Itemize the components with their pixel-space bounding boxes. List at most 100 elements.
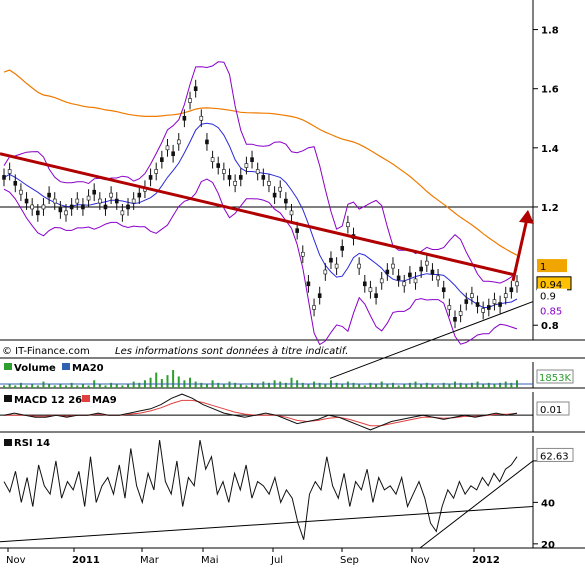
y-tick-label: 1.2	[541, 203, 559, 214]
price-candle-body	[52, 198, 57, 204]
price-candle-body	[340, 246, 345, 251]
price-candle-body	[58, 207, 63, 213]
price-candle-body	[475, 302, 480, 307]
volume-bar	[442, 382, 445, 388]
volume-bar	[499, 382, 502, 388]
volume-bar	[189, 377, 192, 388]
y-tick-label: 1.6	[541, 85, 559, 96]
ma-short-line	[3, 122, 518, 308]
volume-bar	[391, 382, 394, 388]
volume-bar	[470, 382, 473, 388]
price-candle-body	[47, 192, 51, 198]
price-candle-body	[379, 278, 384, 284]
price-candle-body	[470, 293, 474, 298]
price-candle-body	[481, 308, 485, 313]
macd-badge	[536, 401, 570, 416]
price-candle-body	[509, 287, 514, 293]
price-badge-label: 0.85	[540, 306, 562, 317]
volume-bar	[205, 384, 208, 388]
price-candle-body	[503, 293, 508, 298]
legend-swatch	[82, 395, 90, 402]
price-candle-body	[64, 210, 68, 216]
volume-bar	[36, 385, 39, 388]
volume-bar	[453, 381, 456, 388]
x-tick-label: Jul	[270, 555, 283, 566]
price-candle-body	[148, 175, 153, 180]
volume-bar	[375, 384, 378, 388]
volume-bar	[59, 384, 62, 388]
price-badge	[537, 259, 567, 273]
x-tick-label: Sep	[340, 555, 359, 566]
rsi-badge	[536, 447, 574, 462]
price-candle-body	[374, 293, 378, 298]
volume-bar	[104, 385, 107, 388]
volume-bar	[459, 382, 462, 388]
volume-bar	[476, 381, 479, 388]
volume-bar	[482, 384, 485, 388]
volume-bar	[504, 381, 507, 388]
price-candle-body	[36, 210, 40, 216]
volume-bar	[431, 384, 434, 388]
volume-bar	[8, 384, 11, 388]
price-candle-body	[233, 181, 237, 186]
price-candle-body	[75, 198, 80, 204]
volume-bar	[437, 385, 440, 388]
price-candle-body	[391, 263, 395, 269]
volume-bar	[177, 376, 180, 388]
price-candle-body	[98, 198, 102, 204]
volume-bar	[42, 381, 45, 388]
volume-bar	[172, 370, 175, 388]
price-candle-body	[227, 175, 232, 180]
volume-bar	[222, 384, 225, 388]
volume-bar	[14, 385, 17, 388]
volume-badge-label: 1853K	[539, 373, 571, 384]
volume-bar	[127, 384, 130, 388]
price-candle-body	[131, 198, 136, 204]
legend-swatch	[4, 363, 12, 370]
price-candle-body	[13, 181, 18, 186]
legend-label: Volume	[14, 363, 56, 374]
volume-bar	[200, 382, 203, 388]
volume-bar	[352, 382, 355, 388]
ma-long-line	[3, 69, 518, 256]
price-candle-body	[515, 281, 519, 287]
price-candle-body	[165, 145, 170, 151]
price-candle-body	[193, 86, 198, 91]
volume-bar	[465, 384, 468, 388]
price-candle-body	[396, 275, 401, 281]
rsi-line	[3, 440, 518, 540]
macd-line	[3, 393, 518, 431]
volume-bar	[346, 381, 349, 388]
volume-bar	[363, 385, 366, 388]
price-candle-body	[419, 266, 423, 272]
price-candle-body	[19, 189, 23, 195]
volume-bar	[155, 372, 158, 388]
price-candle-body	[171, 151, 175, 157]
volume-bar	[149, 377, 152, 388]
x-tick-label: Nov	[410, 555, 430, 566]
price-candle-body	[81, 204, 85, 210]
legend-label: MACD 12 26	[14, 395, 82, 406]
price-badge	[537, 303, 567, 317]
x-tick-label: Mai	[201, 555, 219, 566]
rsi-uptrend-line	[419, 460, 534, 549]
volume-bar	[414, 381, 417, 388]
price-candle-body	[278, 186, 283, 192]
rsi-trendline	[0, 506, 534, 543]
price-candle-body	[30, 204, 34, 210]
volume-bar	[121, 385, 124, 388]
price-candle-body	[498, 302, 502, 307]
price-candle-body	[41, 204, 46, 210]
price-candle-body	[7, 169, 12, 174]
price-badge-label: 0.9	[540, 292, 556, 303]
volume-bar	[313, 381, 316, 388]
volume-bar	[65, 385, 68, 388]
price-candle-body	[323, 269, 328, 275]
price-candle-body	[238, 175, 243, 180]
volume-bar	[70, 382, 73, 388]
volume-bar	[110, 382, 113, 388]
volume-bar	[448, 384, 451, 388]
price-candle-body	[300, 251, 305, 257]
price-candle-body	[447, 305, 452, 310]
